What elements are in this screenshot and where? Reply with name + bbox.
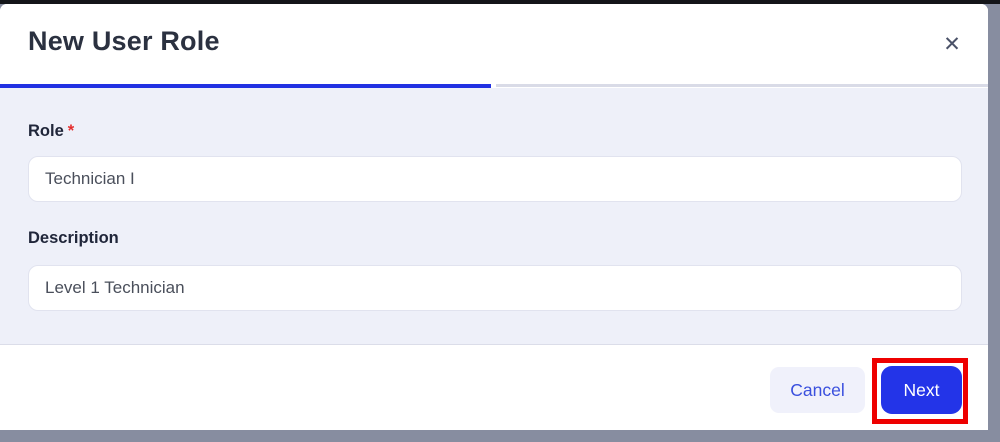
new-user-role-modal: New User Role ✕ Role* Description Cancel… [0, 4, 988, 430]
role-input[interactable] [28, 156, 962, 202]
step-progress-active-bar [0, 84, 491, 88]
description-label-text: Description [28, 229, 119, 247]
modal-header: New User Role ✕ [0, 4, 988, 84]
backdrop-top-strip [0, 0, 1000, 4]
description-field-label: Description [28, 229, 119, 248]
modal-title: New User Role [28, 26, 220, 56]
required-asterisk: * [67, 122, 75, 140]
modal-footer: Cancel Next [0, 344, 988, 430]
step-progress-inactive-bar [496, 84, 988, 87]
next-button[interactable]: Next [881, 366, 962, 414]
cancel-button[interactable]: Cancel [770, 367, 865, 413]
role-field-label: Role * [28, 122, 74, 141]
modal-form-section: Role* Description [0, 88, 988, 344]
role-label-text: Role [28, 122, 64, 140]
close-button[interactable]: ✕ [932, 24, 972, 64]
description-input[interactable] [28, 265, 962, 311]
close-icon: ✕ [943, 32, 961, 56]
